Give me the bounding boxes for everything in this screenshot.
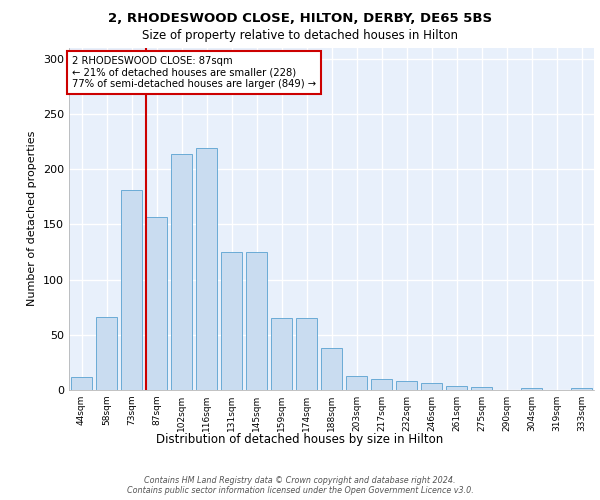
Text: Distribution of detached houses by size in Hilton: Distribution of detached houses by size …: [157, 432, 443, 446]
Bar: [146, 216, 167, 390]
Bar: [471, 386, 492, 390]
Bar: [221, 252, 242, 390]
Bar: [246, 252, 267, 390]
Bar: [371, 379, 392, 390]
Bar: [446, 386, 467, 390]
Text: Size of property relative to detached houses in Hilton: Size of property relative to detached ho…: [142, 29, 458, 42]
Text: 2, RHODESWOOD CLOSE, HILTON, DERBY, DE65 5BS: 2, RHODESWOOD CLOSE, HILTON, DERBY, DE65…: [108, 12, 492, 26]
Bar: [71, 376, 92, 390]
Bar: [196, 148, 217, 390]
Bar: [396, 381, 417, 390]
Bar: [96, 317, 117, 390]
Bar: [421, 384, 442, 390]
Bar: [321, 348, 342, 390]
Bar: [121, 190, 142, 390]
Y-axis label: Number of detached properties: Number of detached properties: [28, 131, 37, 306]
Text: 2 RHODESWOOD CLOSE: 87sqm
← 21% of detached houses are smaller (228)
77% of semi: 2 RHODESWOOD CLOSE: 87sqm ← 21% of detac…: [71, 56, 316, 90]
Bar: [521, 388, 542, 390]
Bar: [271, 318, 292, 390]
Bar: [296, 318, 317, 390]
Bar: [571, 388, 592, 390]
Bar: [171, 154, 192, 390]
Text: Contains HM Land Registry data © Crown copyright and database right 2024.
Contai: Contains HM Land Registry data © Crown c…: [127, 476, 473, 495]
Bar: [346, 376, 367, 390]
